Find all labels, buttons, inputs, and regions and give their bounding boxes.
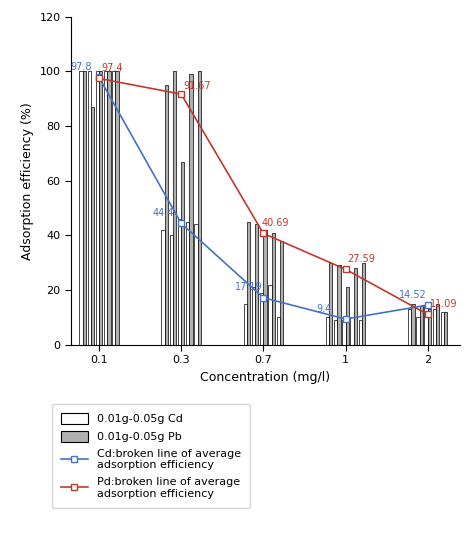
Bar <box>88 71 91 345</box>
Bar <box>181 162 184 345</box>
Bar <box>276 317 280 345</box>
Bar <box>79 71 82 345</box>
Bar <box>198 71 201 345</box>
Bar <box>162 230 165 345</box>
Text: 97.4: 97.4 <box>101 63 123 73</box>
Bar <box>408 309 411 345</box>
Bar <box>96 71 99 345</box>
Bar <box>178 219 181 345</box>
Bar <box>334 320 337 345</box>
Bar <box>173 71 176 345</box>
Bar <box>411 304 415 345</box>
Text: 97.8: 97.8 <box>70 62 92 72</box>
Text: 40.69: 40.69 <box>261 218 289 228</box>
Bar <box>428 309 431 345</box>
Bar <box>326 317 329 345</box>
Text: 91.67: 91.67 <box>183 81 211 91</box>
Bar <box>441 312 444 345</box>
Y-axis label: Adsorption efficiency (%): Adsorption efficiency (%) <box>21 102 34 260</box>
Bar <box>350 317 354 345</box>
X-axis label: Concentration (mg/l): Concentration (mg/l) <box>201 371 330 384</box>
Bar <box>337 265 341 345</box>
Bar <box>170 235 173 345</box>
Bar <box>99 71 102 345</box>
Bar <box>329 263 332 345</box>
Bar <box>91 107 94 345</box>
Bar <box>362 263 365 345</box>
Bar <box>190 74 193 345</box>
Bar <box>194 225 198 345</box>
Bar <box>346 287 349 345</box>
Text: 14.52: 14.52 <box>399 290 427 300</box>
Bar <box>165 85 168 345</box>
Text: 27.59: 27.59 <box>347 254 375 264</box>
Bar <box>419 306 423 345</box>
Bar <box>82 71 86 345</box>
Bar <box>268 285 272 345</box>
Bar <box>260 293 264 345</box>
Bar <box>116 71 119 345</box>
Bar <box>107 71 110 345</box>
Text: 11.09: 11.09 <box>430 299 457 309</box>
Bar <box>359 320 362 345</box>
Bar <box>424 306 428 345</box>
Bar <box>444 312 447 345</box>
Bar <box>436 304 439 345</box>
Legend: 0.01g-0.05g Cd, 0.01g-0.05g Pb, Cd:broken line of average
adsorption efficiency,: 0.01g-0.05g Cd, 0.01g-0.05g Pb, Cd:broke… <box>52 404 250 508</box>
Bar <box>264 230 267 345</box>
Bar <box>342 320 346 345</box>
Bar <box>354 268 357 345</box>
Bar <box>280 241 283 345</box>
Bar <box>104 71 107 345</box>
Bar <box>255 225 258 345</box>
Text: 44.4: 44.4 <box>153 208 174 218</box>
Bar <box>112 71 116 345</box>
Bar <box>247 222 250 345</box>
Bar <box>244 304 247 345</box>
Bar <box>416 317 419 345</box>
Bar <box>272 232 275 345</box>
Text: 9.4: 9.4 <box>317 304 332 314</box>
Bar <box>433 309 436 345</box>
Bar <box>252 287 255 345</box>
Text: 17.19: 17.19 <box>235 282 262 292</box>
Bar <box>186 222 190 345</box>
